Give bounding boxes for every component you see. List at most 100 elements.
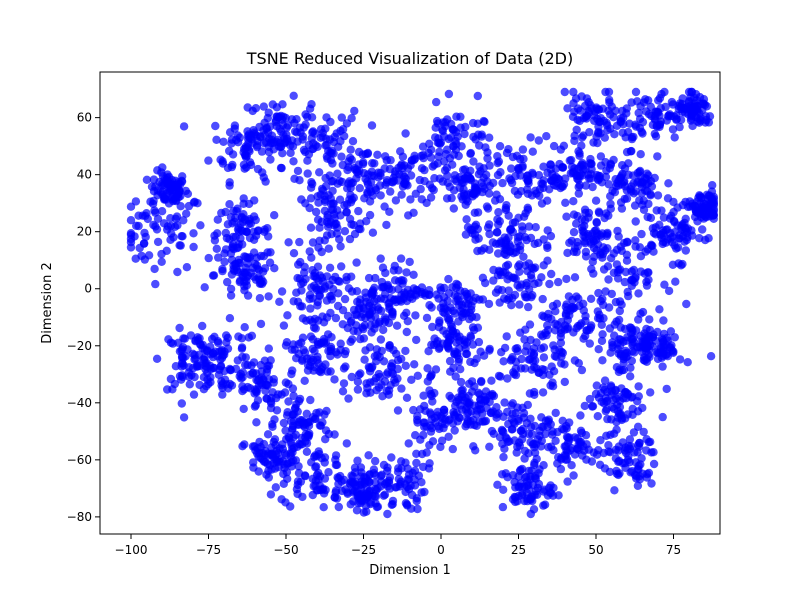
scatter-point <box>664 286 674 296</box>
scatter-point <box>517 354 526 364</box>
scatter-point <box>314 285 323 294</box>
scatter-point <box>701 203 710 213</box>
scatter-point <box>285 433 294 443</box>
scatter-point <box>339 364 349 373</box>
scatter-point <box>262 138 271 147</box>
scatter-point <box>516 465 525 474</box>
scatter-point <box>428 322 437 332</box>
scatter-point <box>660 280 669 289</box>
scatter-point <box>281 113 290 123</box>
scatter-point <box>605 95 614 105</box>
scatter-point <box>217 208 226 218</box>
scatter-point <box>563 477 572 486</box>
scatter-point <box>241 142 250 151</box>
scatter-point <box>182 263 192 272</box>
scatter-point <box>331 451 341 460</box>
scatter-point <box>313 262 323 271</box>
scatter-point <box>540 500 550 509</box>
scatter-point <box>246 219 255 228</box>
scatter-point <box>291 430 300 439</box>
scatter-point <box>493 215 502 224</box>
scatter-point <box>254 452 263 461</box>
scatter-point <box>367 121 377 130</box>
scatter-point <box>263 449 273 458</box>
scatter-point <box>286 148 295 158</box>
scatter-point <box>639 205 649 214</box>
scatter-point <box>635 114 645 124</box>
scatter-point <box>266 155 275 164</box>
scatter-point <box>606 430 615 439</box>
scatter-point <box>317 247 326 257</box>
x-tick-label: −75 <box>196 543 221 557</box>
scatter-point <box>680 108 690 117</box>
scatter-point <box>700 100 710 110</box>
scatter-point <box>595 314 605 323</box>
scatter-point <box>338 320 347 329</box>
scatter-point <box>335 235 344 244</box>
scatter-point <box>410 151 419 160</box>
scatter-point <box>604 303 614 312</box>
scatter-point <box>200 355 209 364</box>
scatter-point <box>449 150 459 159</box>
scatter-point <box>384 318 394 328</box>
scatter-point <box>178 232 187 241</box>
scatter-point <box>411 291 421 300</box>
scatter-point <box>313 301 322 310</box>
scatter-point <box>134 211 143 220</box>
scatter-point <box>427 303 436 312</box>
scatter-point <box>344 163 353 172</box>
scatter-point <box>227 270 237 279</box>
scatter-point <box>445 391 454 401</box>
scatter-point <box>252 418 261 427</box>
scatter-point <box>438 126 447 136</box>
scatter-point <box>544 415 553 424</box>
scatter-point <box>579 299 588 308</box>
scatter-point <box>149 196 158 206</box>
scatter-point <box>380 490 390 499</box>
scatter-point <box>538 294 547 304</box>
scatter-point <box>450 426 459 435</box>
scatter-point <box>413 504 422 514</box>
scatter-point <box>584 213 593 222</box>
scatter-point <box>309 481 318 491</box>
scatter-point <box>210 236 220 245</box>
scatter-point <box>322 313 332 322</box>
scatter-point <box>438 413 447 423</box>
scatter-point <box>453 292 462 301</box>
scatter-point <box>506 225 516 234</box>
scatter-point <box>177 358 187 368</box>
x-axis-ticks: −100 −75 −50 −25 0 25 50 75 <box>115 534 681 557</box>
scatter-point <box>419 153 428 163</box>
scatter-point <box>664 179 673 188</box>
scatter-point <box>403 464 412 473</box>
scatter-point <box>635 472 644 481</box>
scatter-point <box>515 154 525 164</box>
scatter-point <box>444 289 454 298</box>
scatter-point <box>240 440 249 449</box>
scatter-point <box>286 141 295 150</box>
scatter-point <box>484 189 494 198</box>
scatter-point <box>645 340 655 349</box>
scatter-point <box>615 306 624 316</box>
scatter-point <box>358 150 367 159</box>
scatter-point <box>336 242 345 251</box>
scatter-point <box>248 442 258 451</box>
scatter-point <box>646 437 655 447</box>
scatter-point <box>615 402 625 412</box>
x-tick-label: 25 <box>511 543 526 557</box>
scatter-point <box>252 131 261 140</box>
scatter-point <box>417 164 427 173</box>
scatter-point <box>668 125 678 134</box>
scatter-point <box>468 323 478 332</box>
scatter-point <box>489 429 498 438</box>
scatter-point <box>604 441 613 450</box>
scatter-point <box>442 145 452 154</box>
scatter-point <box>708 181 717 190</box>
scatter-point <box>439 283 449 293</box>
scatter-point <box>404 439 413 448</box>
scatter-point <box>569 471 578 480</box>
scatter-point <box>661 225 671 235</box>
scatter-point <box>573 115 582 125</box>
scatter-point <box>499 357 508 366</box>
scatter-point <box>334 276 343 286</box>
